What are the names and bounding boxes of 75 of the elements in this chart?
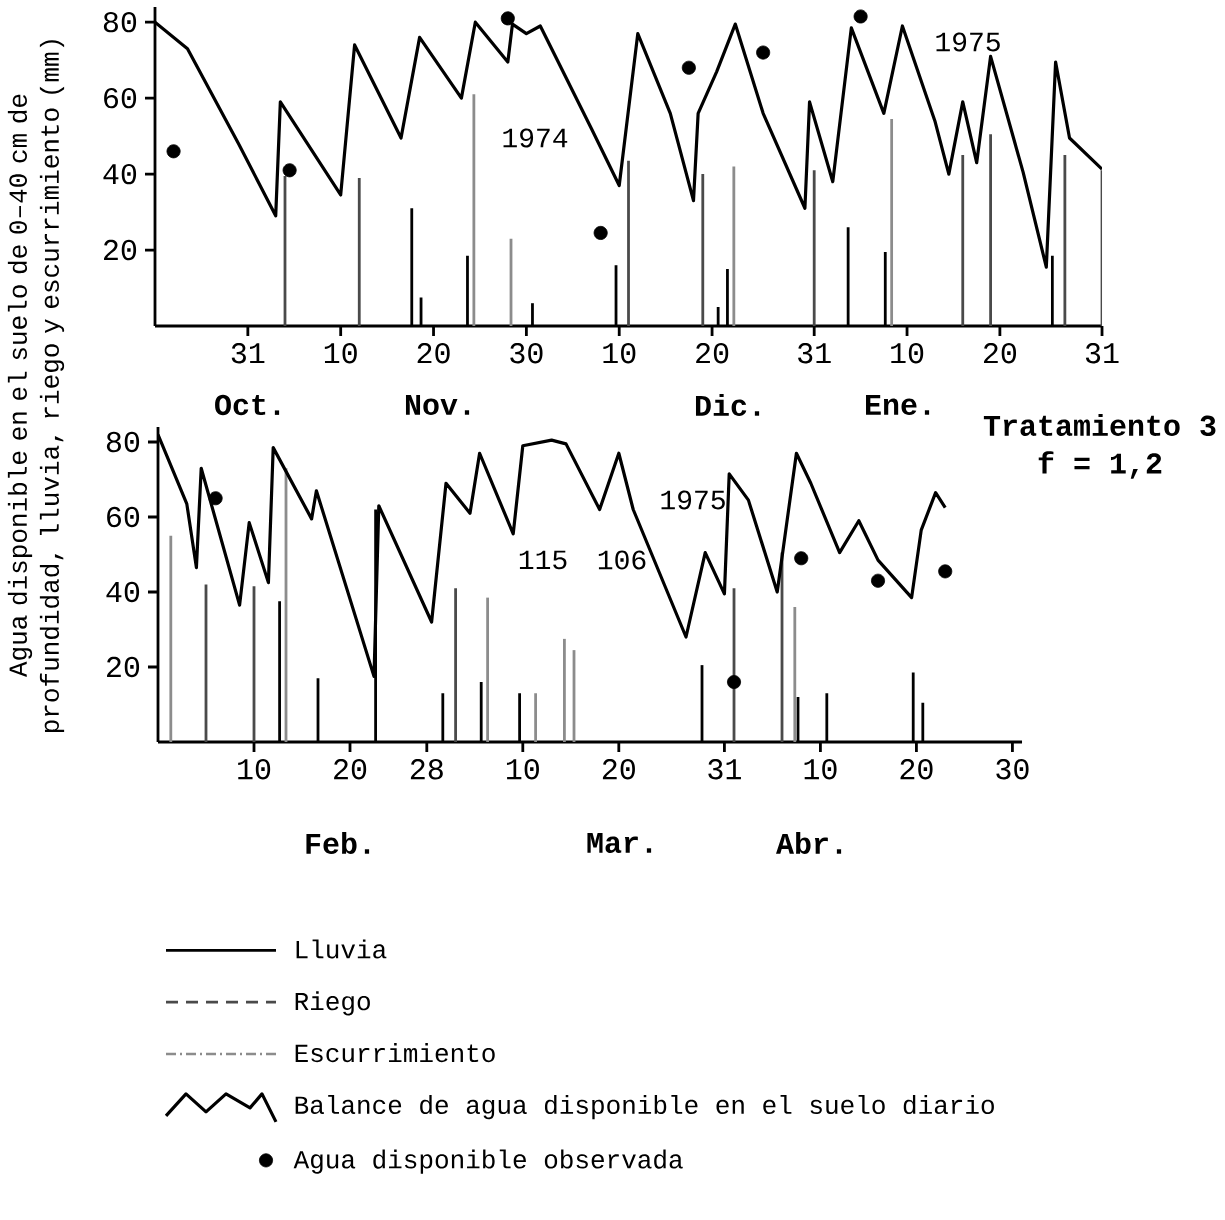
annotation: 115 xyxy=(519,550,567,570)
legend-label: Lluvia xyxy=(296,939,387,959)
bar xyxy=(627,160,630,326)
annotation: 1974 xyxy=(503,128,568,148)
point xyxy=(727,675,742,689)
bar xyxy=(701,174,705,326)
legend-label: Escurrimiento xyxy=(295,1043,495,1063)
point xyxy=(166,144,181,159)
point xyxy=(871,573,886,588)
text: Mar. xyxy=(587,832,652,854)
bar xyxy=(793,607,797,742)
y-tick-label: 20 xyxy=(104,239,137,261)
x-tick-label: 28 xyxy=(410,759,443,780)
bar xyxy=(989,134,992,326)
x-tick-label: 10 xyxy=(324,343,357,364)
bar xyxy=(169,535,173,742)
point xyxy=(938,564,953,579)
x-tick-label: 30 xyxy=(510,343,543,364)
text: f = 1,2 xyxy=(1038,451,1162,479)
x-tick-label: 20 xyxy=(983,343,1017,364)
y-tick-label: 40 xyxy=(106,581,140,603)
annotation: 1975 xyxy=(661,490,725,510)
y-axis-title: Agua disponible en el suelo de 0–40 cm de profundidad, lluvia, riego y escurrimiento (mm) xyxy=(7,40,65,733)
bar xyxy=(890,119,894,326)
point xyxy=(681,60,696,75)
y-tick-label: 80 xyxy=(103,11,137,33)
text: Abr. xyxy=(776,831,842,854)
x-tick-label: 10 xyxy=(506,759,539,780)
point xyxy=(282,163,297,178)
point xyxy=(794,551,809,566)
bar xyxy=(961,155,965,326)
text: Oct. xyxy=(215,394,280,416)
x-tick-label: 10 xyxy=(804,759,837,780)
y-tick-label: 60 xyxy=(107,506,140,528)
x-tick-label: 20 xyxy=(696,343,729,364)
x-tick-label: 20 xyxy=(900,759,933,780)
x-tick-label: 20 xyxy=(334,759,367,780)
point xyxy=(853,9,868,24)
text: Nov. xyxy=(405,394,470,415)
legend-label: Agua disponible observada xyxy=(293,1149,683,1174)
bar xyxy=(454,588,458,742)
y-tick-label: 20 xyxy=(107,656,140,678)
bar xyxy=(1063,155,1067,326)
bar xyxy=(534,693,538,742)
legend-label: Riego xyxy=(295,991,370,1016)
bar xyxy=(563,638,566,742)
x-tick-label: 10 xyxy=(238,759,271,780)
bar xyxy=(472,94,476,326)
point xyxy=(593,225,608,240)
text: Ene. xyxy=(866,394,930,415)
bar xyxy=(357,177,361,326)
annotation: Tratamiento 3 xyxy=(983,413,1216,437)
y-tick-label: 40 xyxy=(103,163,137,185)
bar xyxy=(732,166,736,326)
point xyxy=(208,491,223,506)
text: Dic. xyxy=(695,393,760,416)
x-tick-label: 20 xyxy=(417,343,450,364)
point xyxy=(756,45,771,60)
x-tick-label: 20 xyxy=(602,759,635,780)
legend-label: Balance de agua disponible en el suelo diario xyxy=(295,1094,994,1120)
x-tick-label: 10 xyxy=(891,343,924,364)
bar xyxy=(812,170,816,326)
annotation: 106 xyxy=(598,550,646,570)
annotation: 1975 xyxy=(936,32,1000,52)
point xyxy=(500,11,515,26)
text: Feb. xyxy=(306,831,370,854)
x-tick-label: 31 xyxy=(1085,343,1119,364)
x-tick-label: 10 xyxy=(603,343,636,364)
bar xyxy=(486,597,490,742)
x-tick-label: 30 xyxy=(996,759,1029,780)
y-tick-label: 60 xyxy=(104,87,137,109)
y-tick-label: 80 xyxy=(106,431,140,453)
x-tick-label: 31 xyxy=(231,343,265,364)
x-tick-label: 31 xyxy=(798,343,831,364)
x-tick-label: 31 xyxy=(708,759,741,780)
